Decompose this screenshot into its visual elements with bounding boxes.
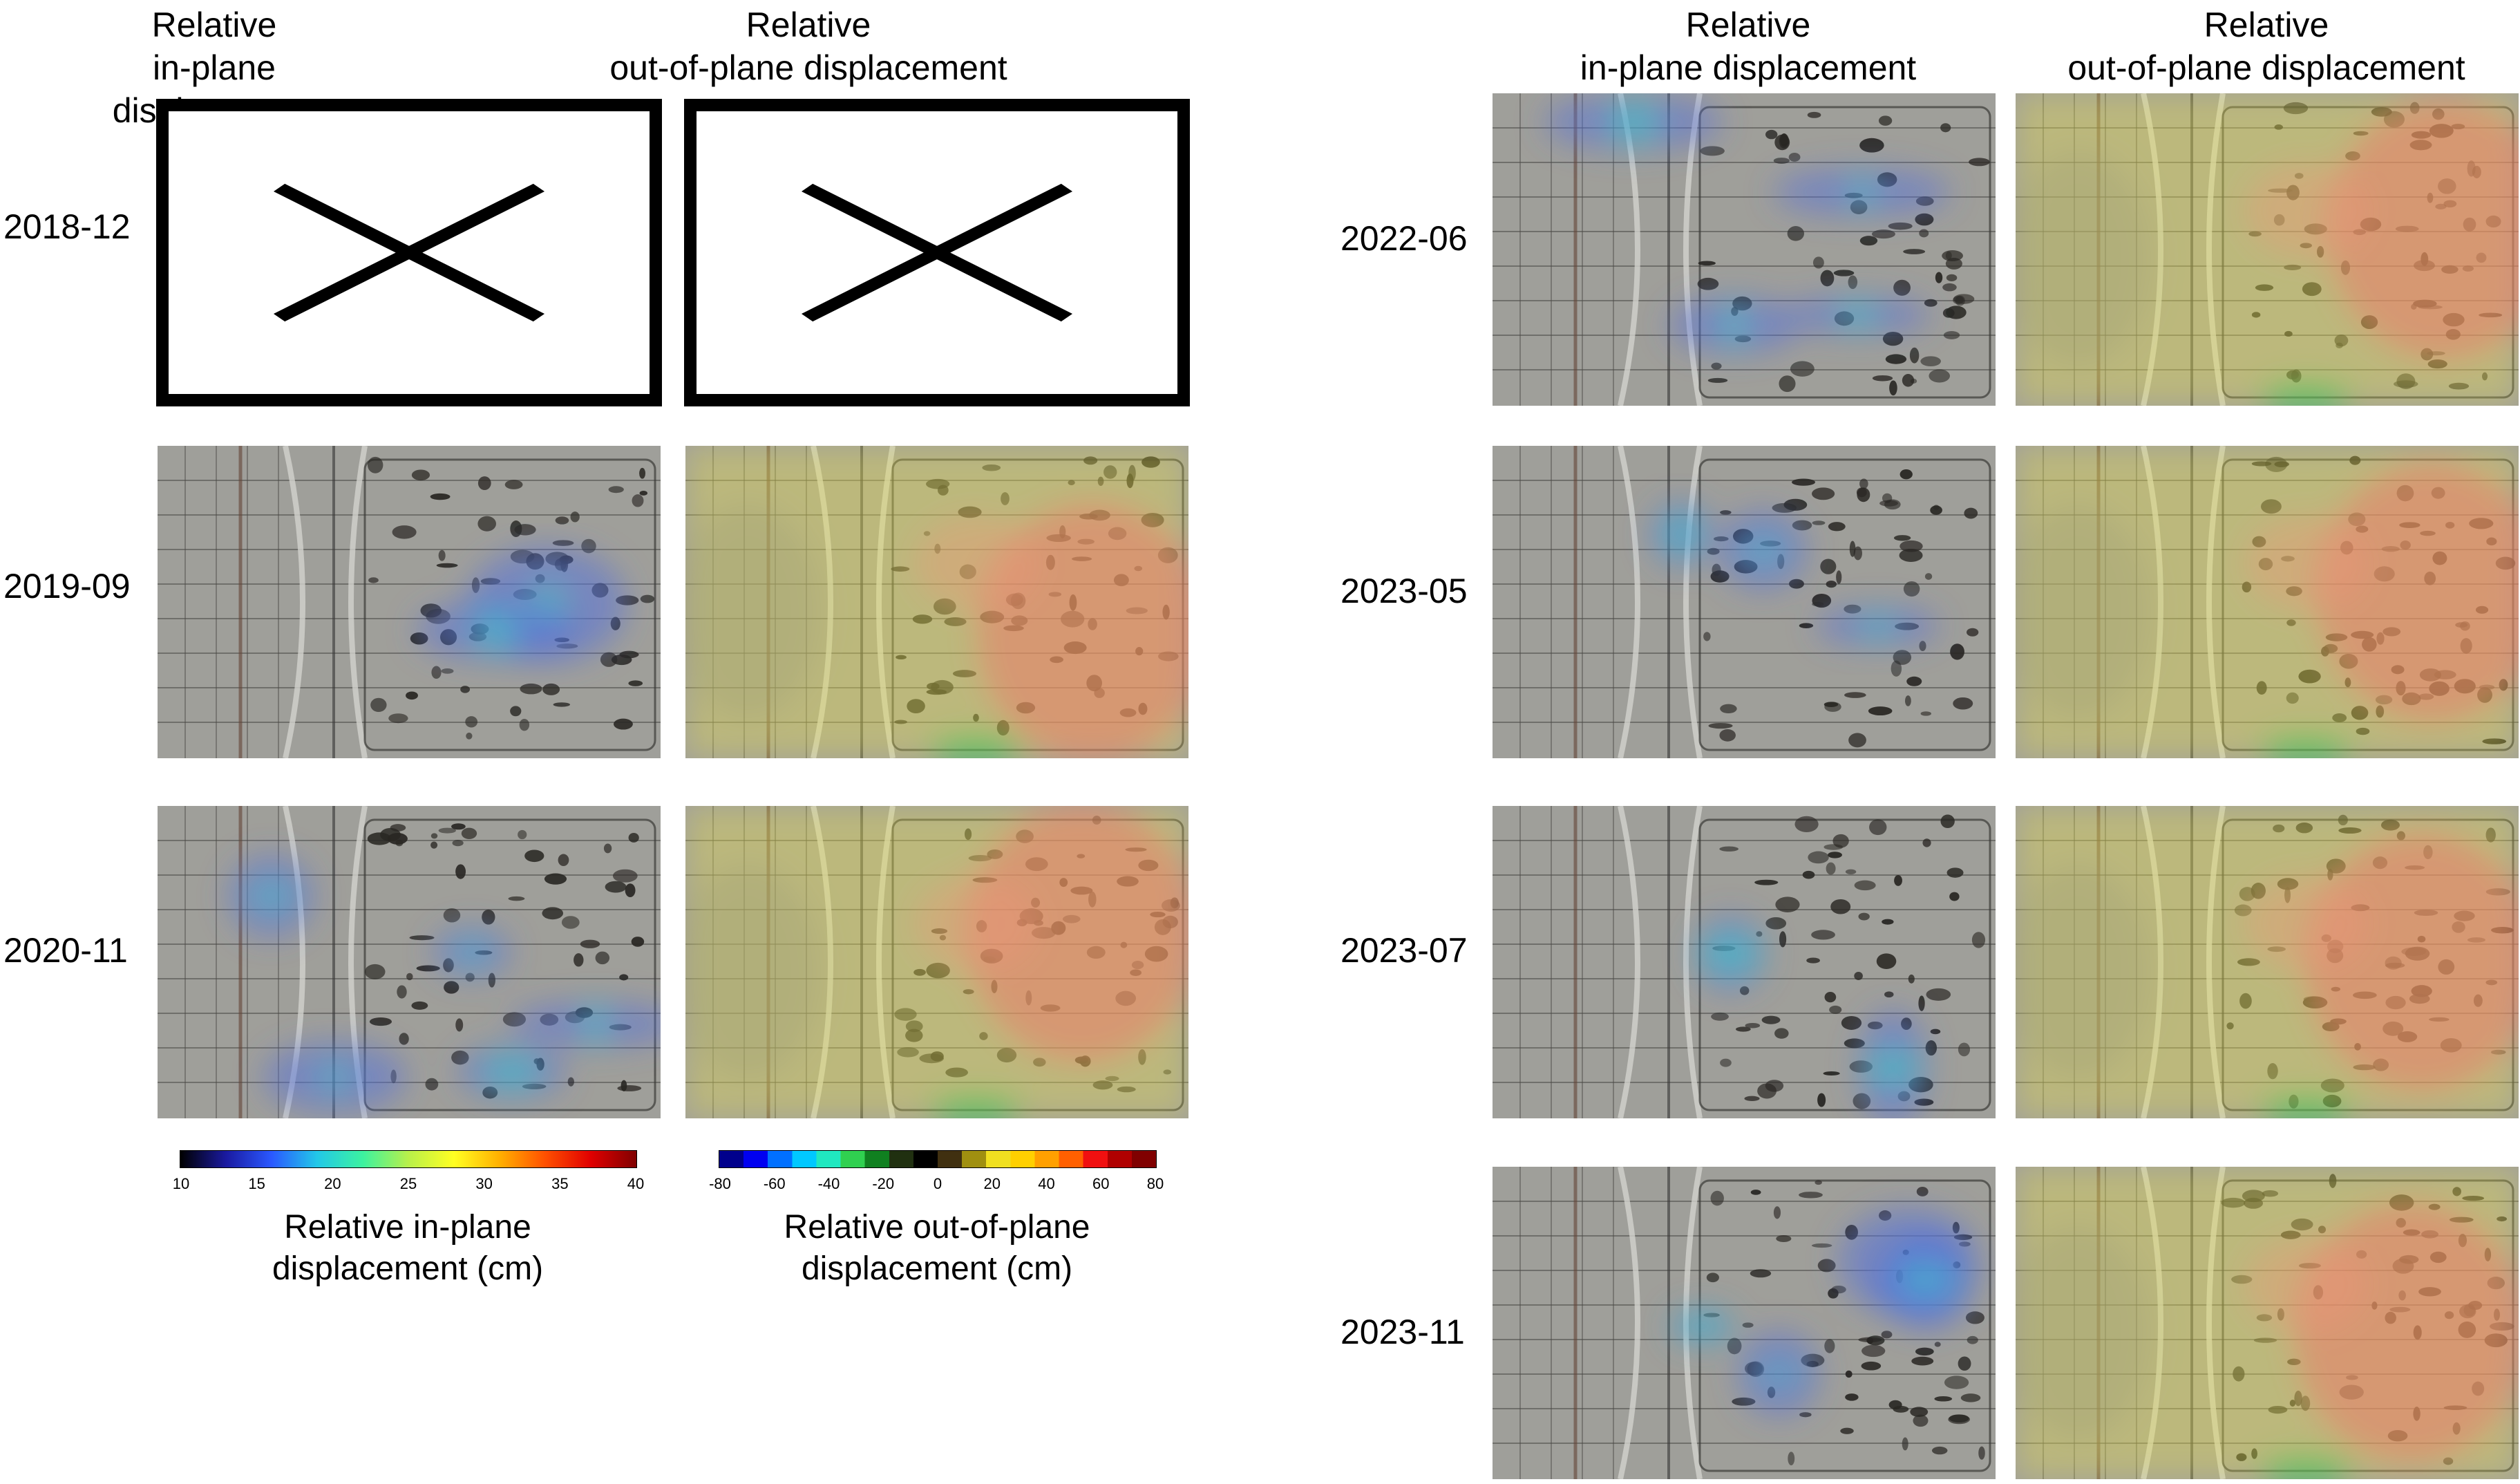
panel-image (158, 446, 661, 758)
map-panel-outofplane-2023-05 (2016, 446, 2519, 758)
panel-image (1493, 446, 1996, 758)
tick-label: 40 (1038, 1175, 1055, 1192)
tick-label: 20 (983, 1175, 1001, 1192)
tick-label: 40 (627, 1175, 645, 1192)
row-label-2023-05: 2023-05 (1340, 572, 1468, 610)
colorbar-inplane (180, 1150, 637, 1168)
panel-image (1493, 1167, 1996, 1479)
panel-image (1493, 93, 1996, 406)
tick-label: 15 (248, 1175, 265, 1192)
no-data-panel-outofplane-2018-12 (684, 99, 1190, 406)
map-panel-outofplane-2022-06 (2016, 93, 2519, 406)
cross-icon (273, 183, 545, 322)
column-header-line1: Relative (2204, 6, 2329, 44)
map-panel-outofplane-2023-11 (2016, 1167, 2519, 1479)
map-panel-outofplane-2023-07 (2016, 806, 2519, 1118)
row-label-2023-07: 2023-07 (1340, 931, 1468, 970)
column-header-line1: Relative (746, 6, 871, 44)
column-header-left-outofplane: Relative out-of-plane displacement (567, 3, 1050, 89)
tick-label: 80 (1146, 1175, 1164, 1192)
colorbar-title-line1: Relative out-of-plane (784, 1209, 1090, 1246)
colorbar-title-line2: displacement (cm) (272, 1250, 544, 1287)
colorbar-outofplane (719, 1150, 1157, 1168)
tick-label: 10 (172, 1175, 190, 1192)
map-panel-inplane-2023-07 (1493, 806, 1996, 1118)
panel-image (685, 446, 1188, 758)
map-panel-inplane-2019-09 (158, 446, 661, 758)
cross-icon (801, 183, 1073, 322)
tick-label: 60 (1092, 1175, 1110, 1192)
column-header-right-outofplane: Relative out-of-plane displacement (2025, 3, 2508, 89)
row-label-2023-11: 2023-11 (1340, 1313, 1465, 1351)
map-panel-inplane-2023-11 (1493, 1167, 1996, 1479)
map-panel-outofplane-2019-09 (685, 446, 1188, 758)
map-panel-inplane-2022-06 (1493, 93, 1996, 406)
panel-image (2016, 446, 2519, 758)
tick-label: -80 (709, 1175, 731, 1192)
row-label-2019-09: 2019-09 (3, 567, 131, 605)
panel-image (2016, 1167, 2519, 1479)
column-header-line1: Relative (1685, 6, 1811, 44)
tick-label: 20 (324, 1175, 341, 1192)
column-header-line2: in-plane displacement (1580, 48, 1917, 87)
row-label-2018-12: 2018-12 (3, 207, 131, 246)
tick-label: -60 (763, 1175, 786, 1192)
colorbar-title-line1: Relative in-plane (284, 1209, 531, 1246)
map-panel-inplane-2023-05 (1493, 446, 1996, 758)
tick-label: -40 (817, 1175, 840, 1192)
column-header-line1: Relative (151, 6, 277, 44)
colorbar-outofplane-title: Relative out-of-plane displacement (cm) (691, 1207, 1183, 1290)
tick-label: 0 (933, 1175, 942, 1192)
column-header-right-inplane: Relative in-plane displacement (1575, 3, 1921, 89)
tick-label: -20 (872, 1175, 895, 1192)
no-data-panel-inplane-2018-12 (156, 99, 662, 406)
tick-label: 30 (475, 1175, 493, 1192)
panel-image (2016, 806, 2519, 1118)
map-panel-inplane-2020-11 (158, 806, 661, 1118)
panel-image (1493, 806, 1996, 1118)
panel-image (2016, 93, 2519, 406)
column-header-line2: out-of-plane displacement (609, 48, 1007, 87)
map-panel-outofplane-2020-11 (685, 806, 1188, 1118)
panel-image (158, 806, 661, 1118)
colorbar-inplane-title: Relative in-plane displacement (cm) (180, 1207, 636, 1290)
tick-label: 35 (551, 1175, 569, 1192)
row-label-2020-11: 2020-11 (3, 931, 128, 970)
colorbar-title-line2: displacement (cm) (801, 1250, 1073, 1287)
tick-label: 25 (399, 1175, 417, 1192)
row-label-2022-06: 2022-06 (1340, 219, 1468, 258)
column-header-line2: out-of-plane displacement (2067, 48, 2465, 87)
colorbar-outofplane-ticks: -80 -60 -40 -20 0 20 40 60 80 (709, 1175, 1164, 1196)
panel-image (685, 806, 1188, 1118)
colorbar-inplane-ticks: 10 15 20 25 30 35 40 (173, 1175, 644, 1196)
